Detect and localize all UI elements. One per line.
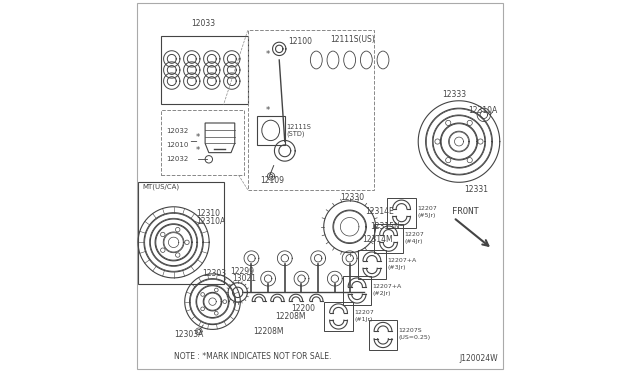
Text: 12310A: 12310A xyxy=(468,106,497,115)
Text: 12208M: 12208M xyxy=(275,312,306,321)
Text: J120024W: J120024W xyxy=(460,354,498,363)
Text: 12333: 12333 xyxy=(442,90,466,99)
Text: FRONT: FRONT xyxy=(452,208,479,217)
Text: 12330: 12330 xyxy=(340,193,365,202)
Text: 12032: 12032 xyxy=(166,156,188,162)
Text: 12314M: 12314M xyxy=(363,235,393,244)
Text: 12310A: 12310A xyxy=(196,217,225,226)
Text: 12033: 12033 xyxy=(191,19,215,29)
Text: 12303: 12303 xyxy=(202,269,227,278)
Bar xyxy=(369,320,397,350)
Text: (#1Jr): (#1Jr) xyxy=(354,317,372,322)
Text: 12331: 12331 xyxy=(465,185,488,194)
Text: 12315N: 12315N xyxy=(370,222,400,231)
Bar xyxy=(161,36,248,105)
Text: 12200: 12200 xyxy=(291,304,316,313)
Bar xyxy=(138,182,223,284)
Text: *: * xyxy=(266,50,270,59)
Bar xyxy=(343,276,371,305)
Text: MT(US/CA): MT(US/CA) xyxy=(142,183,179,190)
Text: 12303A: 12303A xyxy=(173,330,203,340)
Bar xyxy=(358,250,386,279)
Text: *: * xyxy=(196,145,200,154)
Text: 12109: 12109 xyxy=(260,176,285,185)
Text: 12310: 12310 xyxy=(196,209,220,218)
Text: 12207: 12207 xyxy=(404,232,424,237)
Text: 12207: 12207 xyxy=(354,310,374,314)
Text: (#5Jr): (#5Jr) xyxy=(417,213,435,218)
Bar xyxy=(387,198,415,228)
Text: 12207S: 12207S xyxy=(399,328,422,333)
Text: 13021: 13021 xyxy=(232,274,256,283)
Text: (STD): (STD) xyxy=(286,130,305,137)
Text: 12299: 12299 xyxy=(230,267,254,276)
Text: 12207+A: 12207+A xyxy=(387,258,417,263)
Text: (#3Jr): (#3Jr) xyxy=(387,265,406,270)
Text: *: * xyxy=(196,133,200,142)
Bar xyxy=(248,31,374,190)
Text: 12010: 12010 xyxy=(166,142,189,148)
Bar xyxy=(324,302,353,331)
Text: 12111S(US): 12111S(US) xyxy=(330,35,375,44)
Text: 12111S: 12111S xyxy=(286,125,311,131)
Bar xyxy=(374,224,403,253)
Text: (US=0.25): (US=0.25) xyxy=(399,336,431,340)
Text: 12208M: 12208M xyxy=(253,327,284,336)
Text: (#2Jr): (#2Jr) xyxy=(372,291,391,296)
Text: *: * xyxy=(265,106,269,115)
Text: 12207: 12207 xyxy=(417,206,437,211)
Bar xyxy=(257,116,285,145)
Text: 12032: 12032 xyxy=(166,128,188,134)
Text: (#4Jr): (#4Jr) xyxy=(404,239,422,244)
Text: 12314E: 12314E xyxy=(365,208,394,217)
Text: 12207+A: 12207+A xyxy=(372,283,402,289)
Text: NOTE : *MARK INDICATES NOT FOR SALE.: NOTE : *MARK INDICATES NOT FOR SALE. xyxy=(173,352,331,361)
Bar xyxy=(161,110,244,175)
Text: 12100: 12100 xyxy=(289,37,312,46)
